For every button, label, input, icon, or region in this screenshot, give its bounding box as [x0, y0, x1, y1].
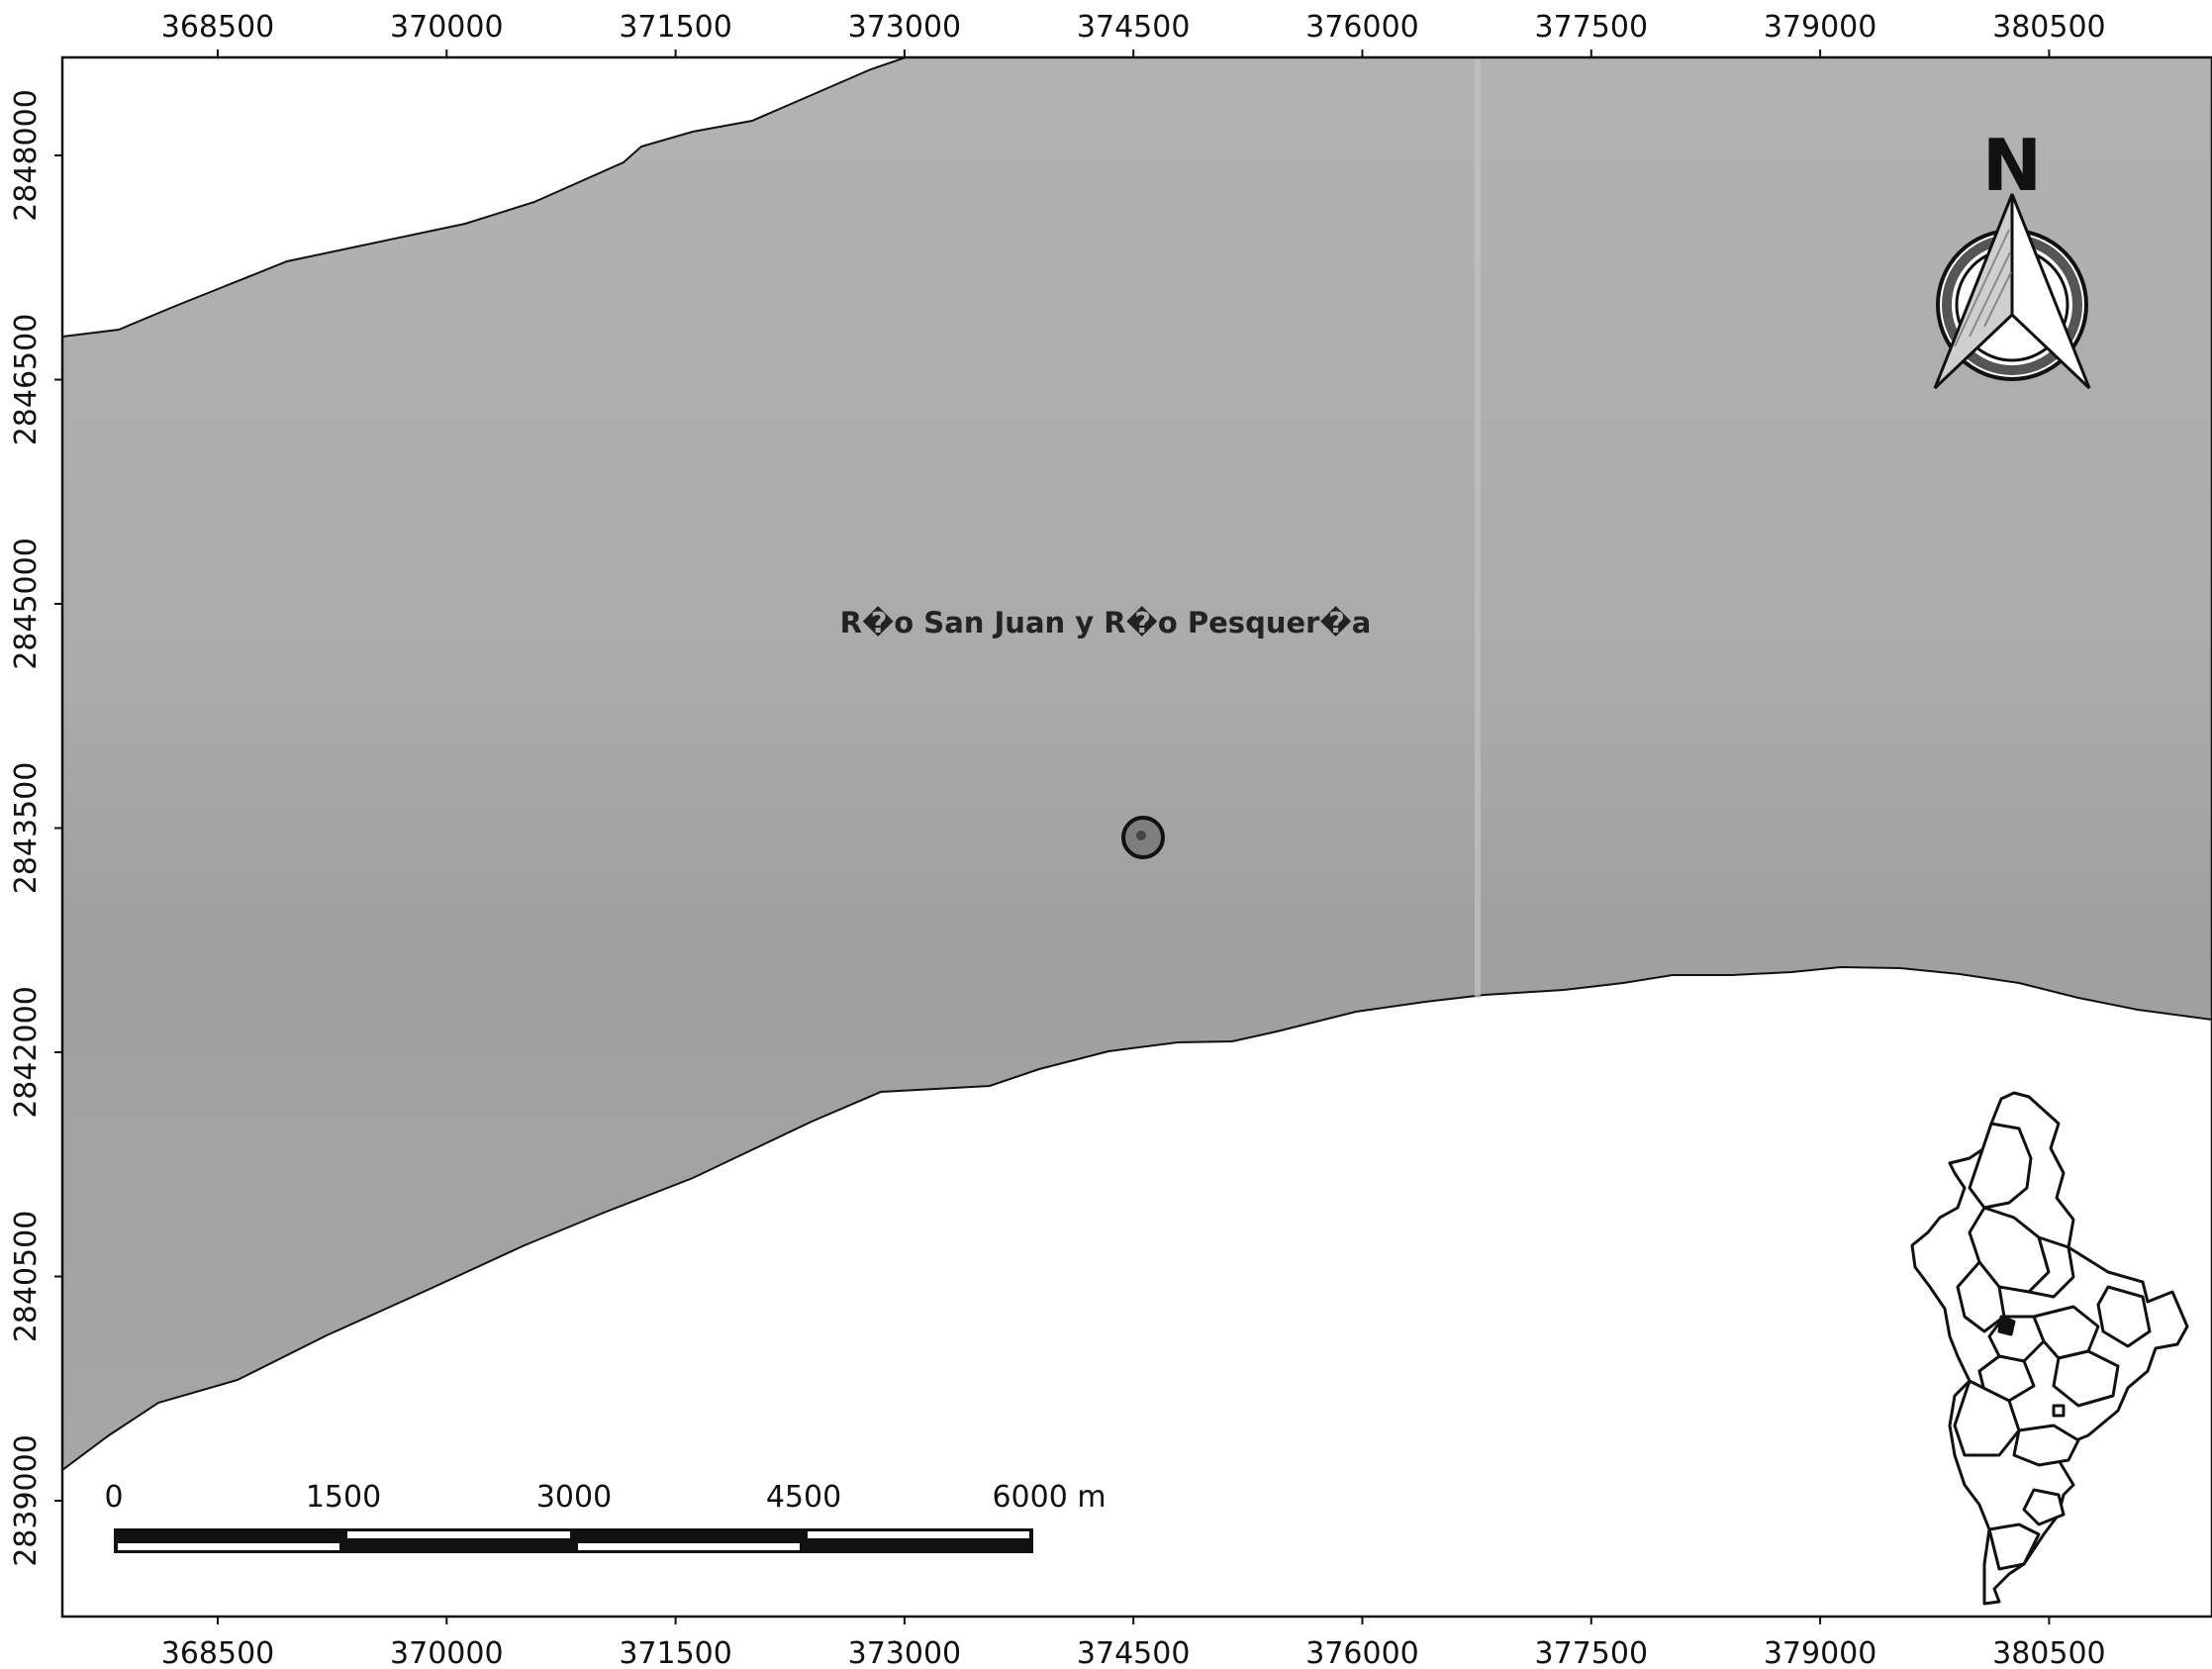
x-tick-label-bottom-368500: 368500 — [161, 1636, 275, 1669]
river-basin-polygon — [61, 56, 2212, 1472]
x-tick-label-top-379000: 379000 — [1764, 10, 1877, 45]
state-locator-inset-map — [1910, 1091, 2189, 1606]
x-tick-label-top-370000: 370000 — [390, 10, 504, 45]
y-tick-label-2839000: 2839000 — [9, 1434, 44, 1567]
bottom-x-axis: 368500 370000 371500 373000 374500 376000 3775… — [161, 1617, 2106, 1669]
x-tick-label-bottom-373000: 373000 — [848, 1636, 962, 1669]
x-tick-label-top-371500: 371500 — [619, 10, 732, 45]
x-tick-label-bottom-376000: 376000 — [1305, 1636, 1419, 1669]
x-tick-label-top-377500: 377500 — [1535, 10, 1649, 45]
x-tick-label-bottom-379000: 379000 — [1764, 1636, 1877, 1669]
scale-label-3000: 3000 — [536, 1480, 612, 1515]
top-x-axis: 368500 370000 371500 373000 374500 376000 3775… — [161, 10, 2106, 57]
x-tick-label-top-374500: 374500 — [1077, 10, 1191, 45]
y-tick-label-2840500: 2840500 — [9, 1211, 44, 1343]
x-tick-label-top-368500: 368500 — [161, 10, 275, 45]
left-y-axis: 2848000 2846500 2845000 2843500 2842000 28405… — [9, 89, 62, 1567]
x-tick-label-top-373000: 373000 — [848, 10, 962, 45]
y-tick-label-2843500: 2843500 — [9, 762, 44, 895]
x-tick-label-top-380500: 380500 — [1992, 10, 2106, 45]
scale-label-4500: 4500 — [766, 1480, 841, 1515]
scale-label-6000: 6000 m — [992, 1480, 1106, 1515]
scale-label-1500: 1500 — [306, 1480, 381, 1515]
x-tick-label-bottom-370000: 370000 — [390, 1636, 504, 1669]
x-tick-label-bottom-380500: 380500 — [1992, 1636, 2106, 1669]
north-arrow-icon: N — [1933, 124, 2091, 390]
site-marker — [1121, 816, 1165, 859]
x-tick-label-top-376000: 376000 — [1305, 10, 1419, 45]
x-tick-label-bottom-377500: 377500 — [1535, 1636, 1649, 1669]
north-arrow-letter: N — [1982, 124, 2042, 207]
x-tick-label-bottom-374500: 374500 — [1077, 1636, 1191, 1669]
y-tick-label-2846500: 2846500 — [9, 314, 44, 446]
x-tick-label-bottom-371500: 371500 — [619, 1636, 732, 1669]
scale-label-0: 0 — [104, 1480, 123, 1515]
map-border — [60, 55, 2212, 1619]
scale-bar — [114, 1528, 1033, 1553]
y-tick-label-2845000: 2845000 — [9, 538, 44, 670]
y-tick-label-2848000: 2848000 — [9, 89, 44, 222]
y-tick-label-2842000: 2842000 — [9, 986, 44, 1119]
region-label: R�o San Juan y R�o Pesquer�a — [840, 606, 1372, 639]
